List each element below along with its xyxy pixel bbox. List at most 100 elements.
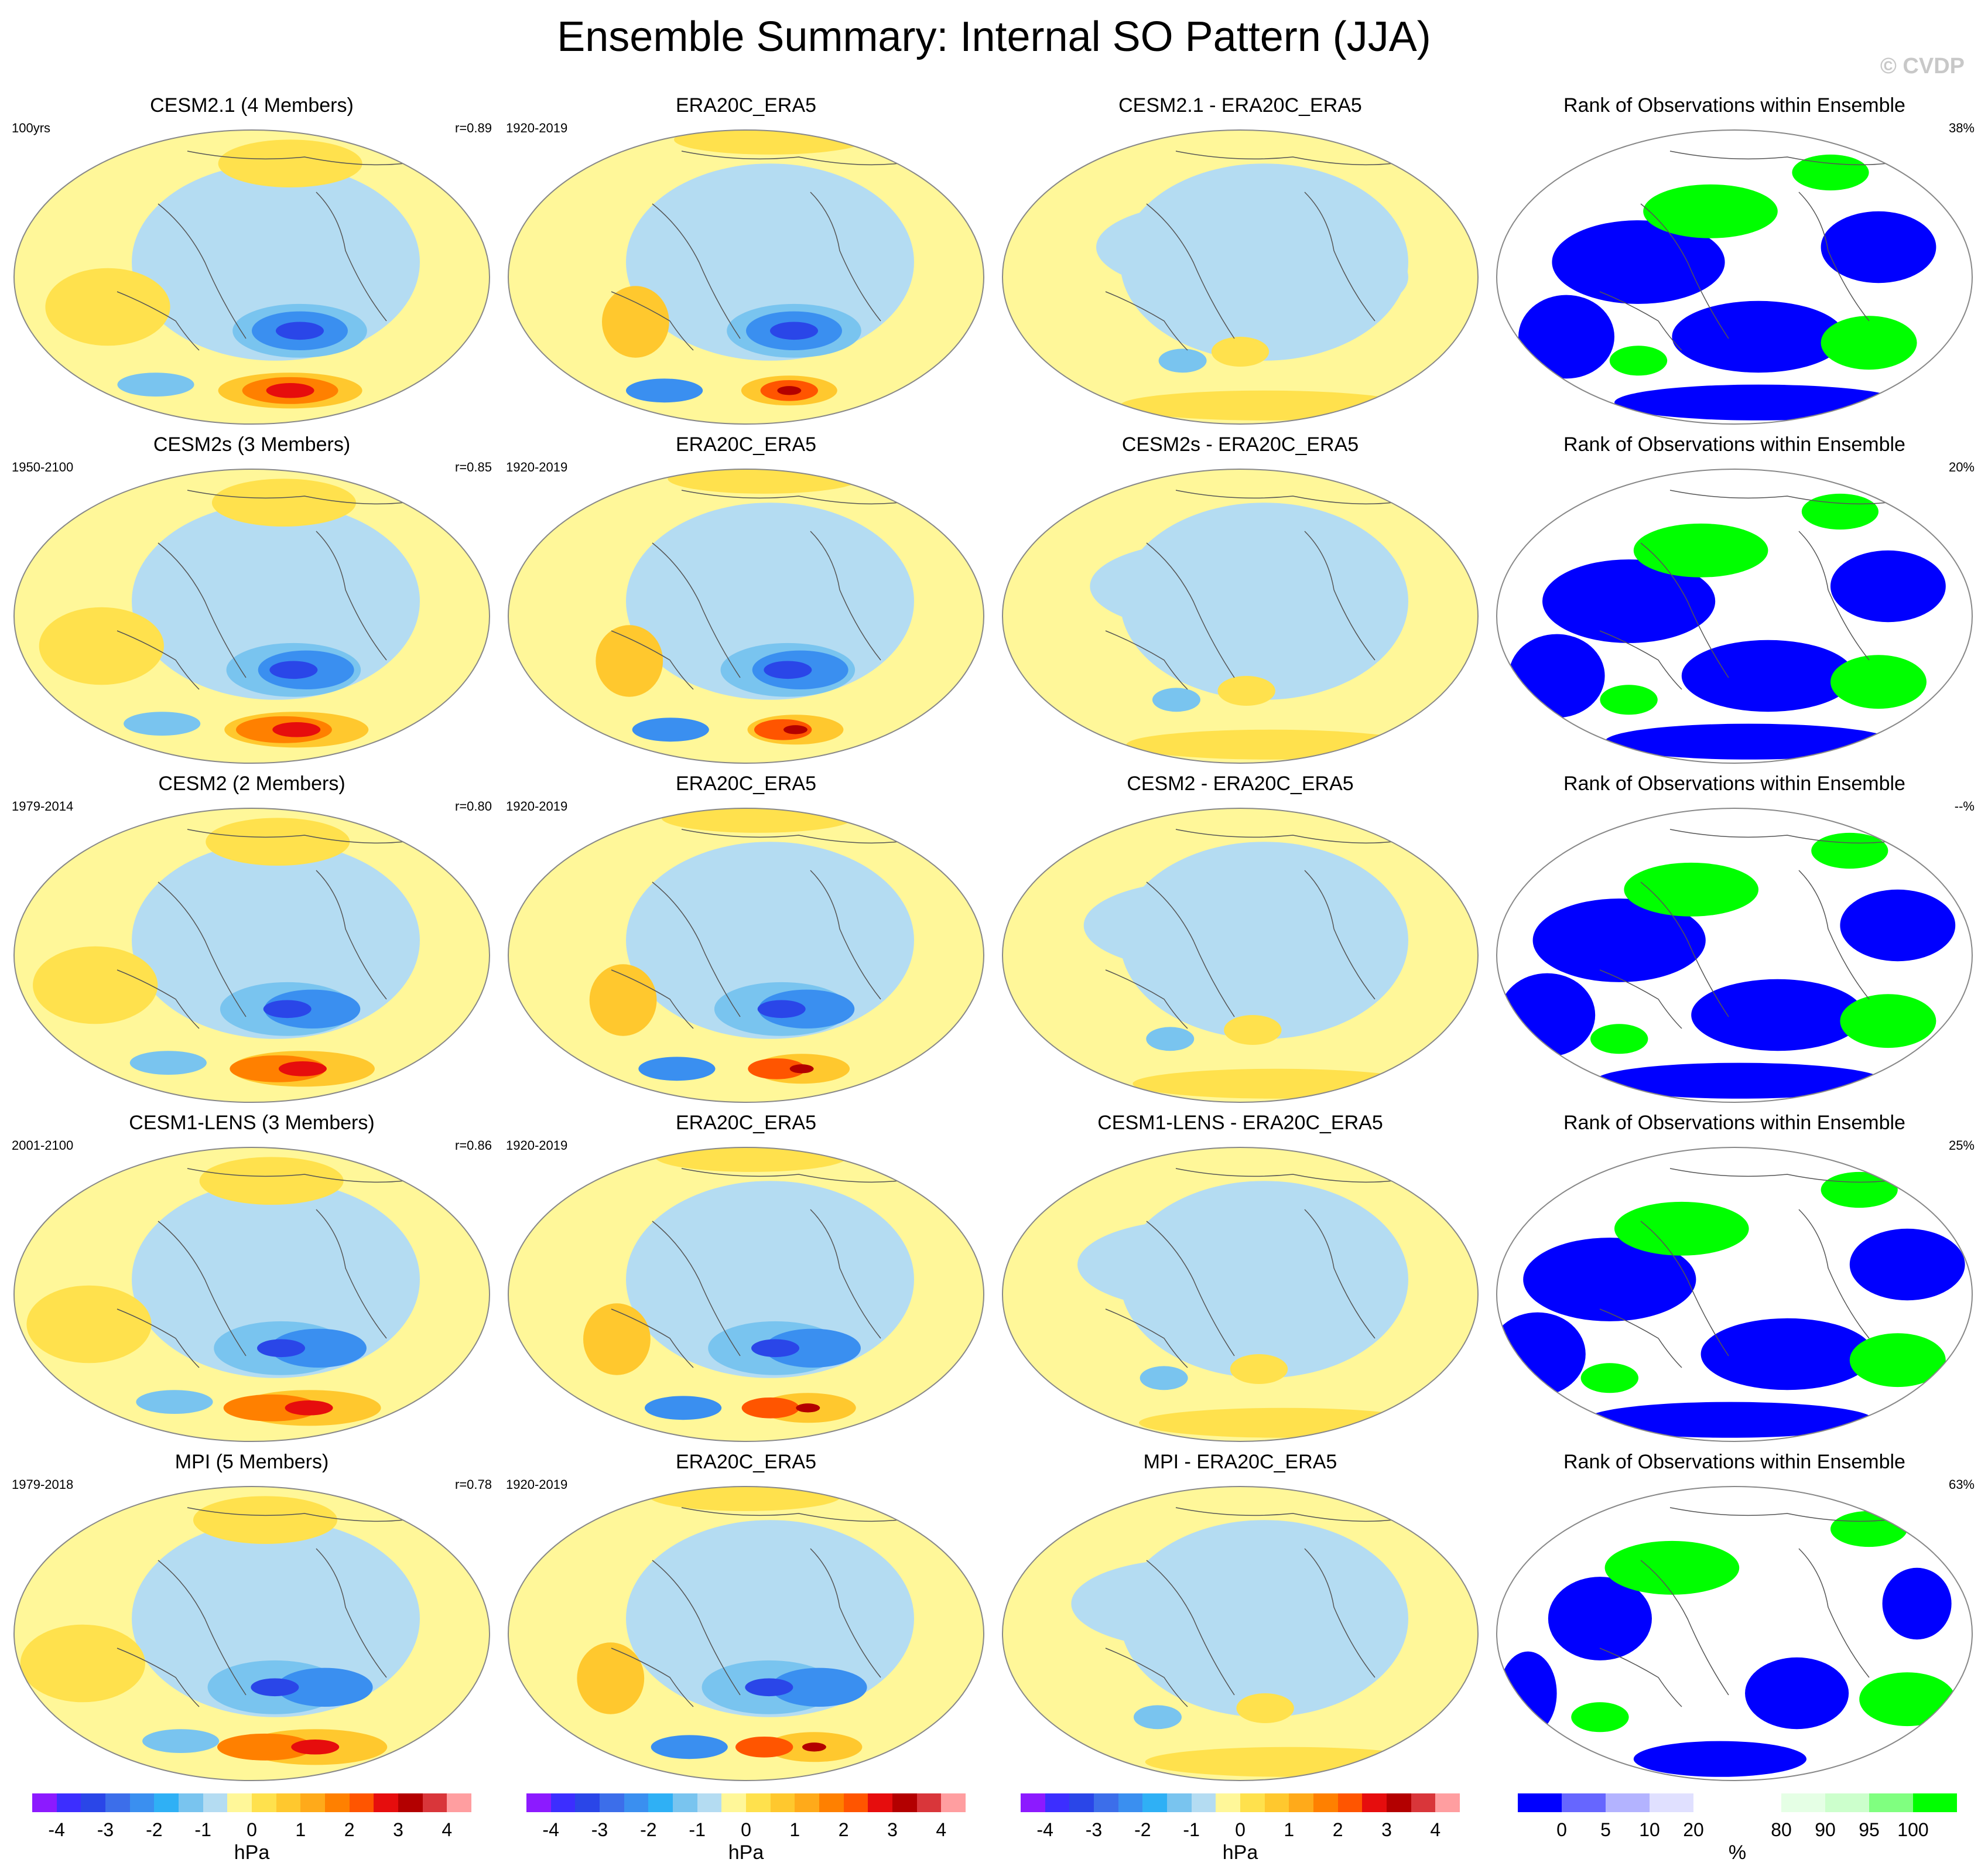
colorbar-swatch: [129, 1793, 155, 1812]
colorbar-tick-label: 0: [247, 1819, 257, 1840]
panel-title: ERA20C_ERA5: [675, 433, 816, 456]
colorbar-tick-label: 3: [887, 1819, 898, 1840]
coastline: [1669, 490, 1893, 505]
panel-diff: CESM2s - ERA20C_ERA5: [1000, 433, 1480, 766]
colorbar-tick-label: 1: [789, 1819, 800, 1840]
panel-rank: Rank of Observations within Ensemble --%: [1494, 772, 1975, 1105]
colorbar-swatch: [892, 1793, 917, 1812]
colorbar-swatch: [745, 1793, 771, 1812]
coastline: [1599, 291, 1682, 351]
panel-title: Rank of Observations within Ensemble: [1563, 433, 1905, 456]
rank-region: [1499, 1651, 1557, 1735]
rank-region: [1508, 634, 1605, 718]
coastline: [316, 531, 387, 661]
coastline: [1599, 1308, 1682, 1368]
rank-region: [1585, 1402, 1874, 1438]
colorbar-swatch: [105, 1793, 130, 1812]
coastline: [611, 291, 694, 351]
colorbar-swatch: [324, 1793, 350, 1812]
pattern-map: [13, 808, 490, 1103]
panel-period-label: 1920-2019: [506, 460, 568, 474]
anomaly-contour: [638, 1057, 716, 1081]
map-outline: [13, 808, 490, 1103]
anomaly-contour: [1090, 541, 1330, 631]
panel-period-label: 1920-2019: [506, 121, 568, 135]
colorbar-swatch: [1650, 1793, 1693, 1812]
colorbar-tick-label: 10: [1639, 1819, 1660, 1840]
rank-region: [1643, 184, 1778, 238]
anomaly-contour: [1077, 1219, 1318, 1310]
colorbar-tick-label: 3: [1381, 1819, 1392, 1840]
colorbar-swatch: [447, 1793, 471, 1812]
anomaly-contour: [1287, 1604, 1384, 1663]
colorbar-tick-label: 100: [1897, 1819, 1929, 1840]
colorbar-swatch: [300, 1793, 325, 1812]
anomaly-contour: [1126, 729, 1415, 760]
anomaly-contour: [626, 378, 703, 403]
coastline: [1304, 1548, 1375, 1678]
panel-period-label: 1920-2019: [506, 1477, 568, 1492]
anomaly-contour: [124, 712, 201, 736]
anomaly-contour: [1224, 1015, 1282, 1045]
coastline: [158, 203, 247, 339]
panel-stat-label: r=0.85: [455, 460, 492, 474]
anomaly-contour: [644, 1396, 722, 1420]
colorbar-swatch: [1045, 1793, 1070, 1812]
panel-title: Rank of Observations within Ensemble: [1563, 773, 1905, 795]
coastline: [681, 1507, 905, 1522]
anomaly-contour: [218, 139, 362, 187]
rank-region: [1633, 523, 1768, 578]
colorbar-tick-label: 4: [936, 1819, 947, 1840]
panel-rank: Rank of Observations within Ensemble 63%: [1494, 1450, 1975, 1783]
anomaly-contour: [596, 625, 663, 697]
panel-title: ERA20C_ERA5: [675, 773, 816, 795]
pattern-map: [13, 469, 490, 764]
colorbar-swatch: [843, 1793, 868, 1812]
anomaly-contour: [1096, 202, 1336, 292]
credit-watermark: © CVDP: [1880, 54, 1965, 78]
rank-region: [1821, 316, 1917, 370]
map-outline: [1496, 129, 1973, 425]
anomaly-contour: [1140, 1366, 1188, 1390]
colorbar: -4 -3 -2 -1 0 1 2 3 4 hPa: [32, 1793, 471, 1870]
coastline: [1669, 1507, 1893, 1522]
coastline: [117, 630, 200, 690]
anomaly-contour: [770, 322, 818, 340]
colorbar-swatch: [203, 1793, 228, 1812]
panel-title: ERA20C_ERA5: [675, 94, 816, 117]
panel-title: ERA20C_ERA5: [675, 1451, 816, 1473]
coastline: [316, 192, 387, 322]
anomaly-contour: [264, 989, 361, 1028]
colorbar: -4 -3 -2 -1 0 1 2 3 4 hPa: [526, 1793, 966, 1870]
colorbar-swatch: [1142, 1793, 1167, 1812]
coastline: [681, 1168, 905, 1183]
coastline: [1669, 829, 1893, 844]
anomaly-contour: [741, 1397, 800, 1419]
coastline: [681, 151, 905, 166]
anomaly-contour: [269, 661, 318, 679]
anomaly-contour: [217, 1733, 313, 1761]
colorbar-tick-label: 2: [1332, 1819, 1343, 1840]
coastline: [1640, 1221, 1729, 1356]
coastline: [1105, 291, 1188, 351]
colorbar-tick-label: 3: [393, 1819, 403, 1840]
anomaly-contour: [136, 1390, 213, 1414]
panel-diff: CESM2 - ERA20C_ERA5: [1000, 772, 1480, 1105]
panel-period-label: 1920-2019: [506, 1138, 568, 1153]
colorbar-tick-label: -3: [1085, 1819, 1103, 1840]
rank-region: [1590, 1024, 1648, 1054]
coastline: [1798, 1548, 1870, 1678]
rank-region: [1859, 1672, 1956, 1727]
rank-region: [1821, 1171, 1898, 1208]
map-outline: [1496, 469, 1973, 764]
panel-title: CESM1-LENS - ERA20C_ERA5: [1097, 1112, 1383, 1134]
anomaly-contour: [26, 1285, 152, 1364]
colorbar-unit-label: hPa: [728, 1841, 764, 1864]
anomaly-contour: [276, 1667, 373, 1707]
panel-title: CESM1-LENS (3 Members): [129, 1112, 375, 1134]
pattern-map: [1002, 129, 1479, 425]
colorbar-swatch: [56, 1793, 81, 1812]
colorbar-swatch: [178, 1793, 203, 1812]
colorbar-tick-label: -2: [1134, 1819, 1151, 1840]
panel-model: CESM2.1 (4 Members) 100yrs r=0.89: [12, 94, 492, 426]
